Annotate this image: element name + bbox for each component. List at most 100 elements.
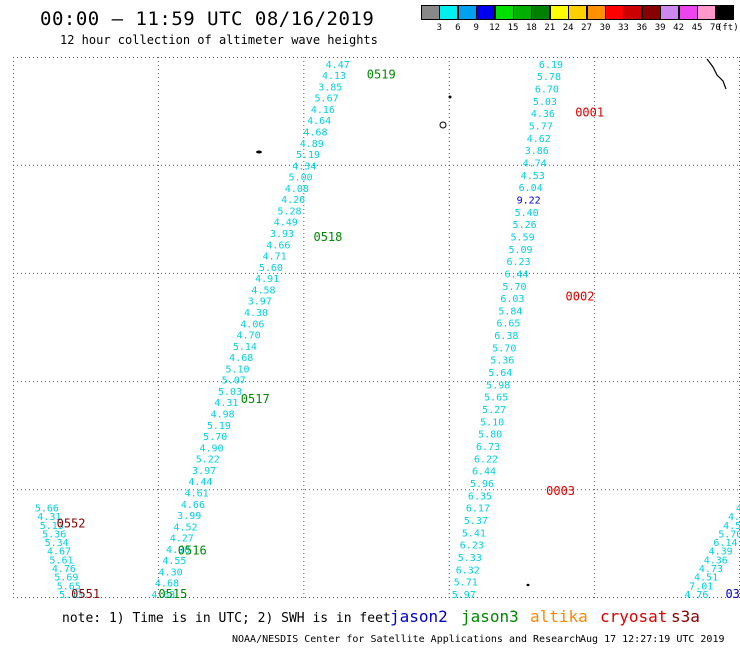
wave-height-value: 4.67 [47, 547, 71, 558]
wave-height-value: 4.49 [274, 218, 298, 229]
wave-height-value: 4.70 [237, 331, 261, 342]
wave-height-value: 5.40 [515, 208, 539, 219]
wave-height-value: 4.68 [303, 128, 327, 139]
wave-height-value: 4.66 [181, 500, 205, 511]
wave-height-value: 5.80 [478, 430, 502, 441]
scale-swatch [623, 5, 643, 20]
wave-height-value: 4.16 [311, 105, 335, 116]
wave-height-value: 4.63 [151, 590, 175, 598]
wave-height-value: 5.65 [484, 393, 508, 404]
scale-label: 9 [473, 23, 479, 33]
wave-height-value: 5.69 [54, 573, 78, 584]
wave-height-value: 4.57 [723, 521, 740, 532]
wave-height-value: 4.44 [188, 477, 212, 488]
wave-height-value: 5.34 [45, 538, 69, 549]
map-title: 00:00 – 11:59 UTC 08/16/2019 [40, 8, 375, 30]
wave-height-value: 4.06 [240, 319, 264, 330]
wave-height-value: 5.10 [225, 364, 249, 375]
wave-height-value: 4.89 [300, 139, 324, 150]
track-time-label: 0002 [566, 289, 595, 303]
wave-height-value: 6.22 [474, 454, 498, 465]
wave-height-value: 6.73 [476, 442, 500, 453]
wave-height-value: 6.65 [496, 319, 520, 330]
wave-height-value: 4.53 [521, 171, 545, 182]
wave-height-value: 6.70 [535, 84, 559, 95]
legend-jason2: jason2 [390, 607, 448, 626]
wave-height-value: 5.36 [490, 356, 514, 367]
wave-height-value: 5.14 [233, 342, 257, 353]
scale-swatch [678, 5, 698, 20]
wave-height-value: 5.22 [196, 455, 220, 466]
scale-label: 42 [673, 23, 685, 33]
scale-label: 39 [654, 23, 666, 33]
wave-height-value: 4.36 [704, 555, 728, 566]
track-0551-0552: 5.135.655.694.765.614.675.345.365.134.31… [35, 503, 83, 598]
wave-height-value: 5.98 [486, 380, 510, 391]
track-time-label: 0516 [178, 544, 207, 558]
scale-swatch [531, 5, 551, 20]
wave-height-value: 4.39 [709, 547, 733, 558]
scale-label: 30 [599, 23, 611, 33]
wave-height-value: 6.14 [713, 538, 737, 549]
scale-unit: (ft) [716, 23, 739, 33]
wave-height-value: 4.58 [251, 285, 275, 296]
scale-swatch [476, 5, 496, 20]
wave-height-value: 4.90 [199, 443, 223, 454]
track-time-label: 0515 [158, 587, 187, 598]
track-time-label: 0003 [546, 484, 575, 498]
scale-swatch [641, 5, 661, 20]
wave-height-value: 5.66 [35, 503, 59, 514]
wave-height-value: 4.80 [728, 512, 740, 523]
scale-label: 21 [544, 23, 556, 33]
wave-height-value: 4.30 [244, 308, 268, 319]
wave-height-value: 3.93 [270, 229, 294, 240]
wave-height-value: 5.13 [40, 521, 64, 532]
wave-height-tracks: 4.634.684.304.554.904.274.523.994.664.61… [35, 60, 740, 598]
wave-height-value: 9.22 [517, 195, 541, 206]
scale-label: 3 [436, 23, 443, 33]
track-time-label: 0518 [313, 230, 342, 244]
altimeter-map: 4.634.684.304.554.904.274.523.994.664.61… [13, 57, 740, 598]
wave-height-value: 4.47 [326, 60, 350, 71]
wave-height-value: 7.01 [689, 581, 713, 592]
wave-height-value: 3.86 [525, 146, 549, 157]
wave-height-value: 5.03 [218, 387, 242, 398]
scale-swatch [586, 5, 606, 20]
wave-height-value: 5.97 [452, 590, 476, 598]
generation-timestamp: Aug 17 12:27:19 UTC 2019 [580, 634, 725, 645]
track-time-labels: 0519 0518 0517 0516 0515 0000 0001 0002 0003 0552… [57, 57, 740, 598]
wave-height-value: 5.28 [277, 206, 301, 217]
wave-height-value: 3.97 [192, 466, 216, 477]
wave-height-value: 5.00 [289, 173, 313, 184]
wave-height-value: 5.03 [533, 97, 557, 108]
wave-height-value: 4.90 [166, 545, 190, 556]
wave-height-value: 5.27 [482, 405, 506, 416]
wave-height-value: 4.62 [527, 134, 551, 145]
wave-height-value: 4.27 [170, 534, 194, 545]
wave-height-value: 5.33 [458, 553, 482, 564]
scale-label: 27 [581, 23, 593, 33]
wave-height-value: 4.68 [155, 579, 179, 590]
scale-swatch [697, 5, 716, 20]
wave-height-value: 5.64 [488, 368, 512, 379]
scale-swatch [513, 5, 532, 20]
scale-swatch [568, 5, 588, 20]
track-east: 4.767.014.514.734.364.396.145.704.574.80… [684, 503, 740, 598]
wave-height-value: 4.76 [684, 590, 708, 598]
lat-lon-grid [13, 57, 740, 598]
wave-height-value: 5.07 [222, 376, 246, 387]
wave-height-value: 5.78 [537, 72, 561, 83]
track-time-label: 0000 [580, 57, 609, 60]
wave-height-value: 5.13 [59, 590, 83, 598]
wave-height-value: 5.26 [513, 220, 537, 231]
track-time-label: 0551 [71, 587, 100, 598]
scale-swatch [439, 5, 459, 20]
wave-height-value: 4.52 [173, 522, 197, 533]
wave-height-value: 4.61 [185, 488, 209, 499]
legend-cryosat: cryosat [600, 607, 668, 626]
wave-height-value: 5.10 [480, 417, 504, 428]
wave-height-value: 5.70 [718, 529, 740, 540]
track-time-label: 0001 [575, 106, 604, 120]
wave-height-value: 4.64 [307, 116, 331, 127]
scale-swatch [715, 5, 735, 20]
